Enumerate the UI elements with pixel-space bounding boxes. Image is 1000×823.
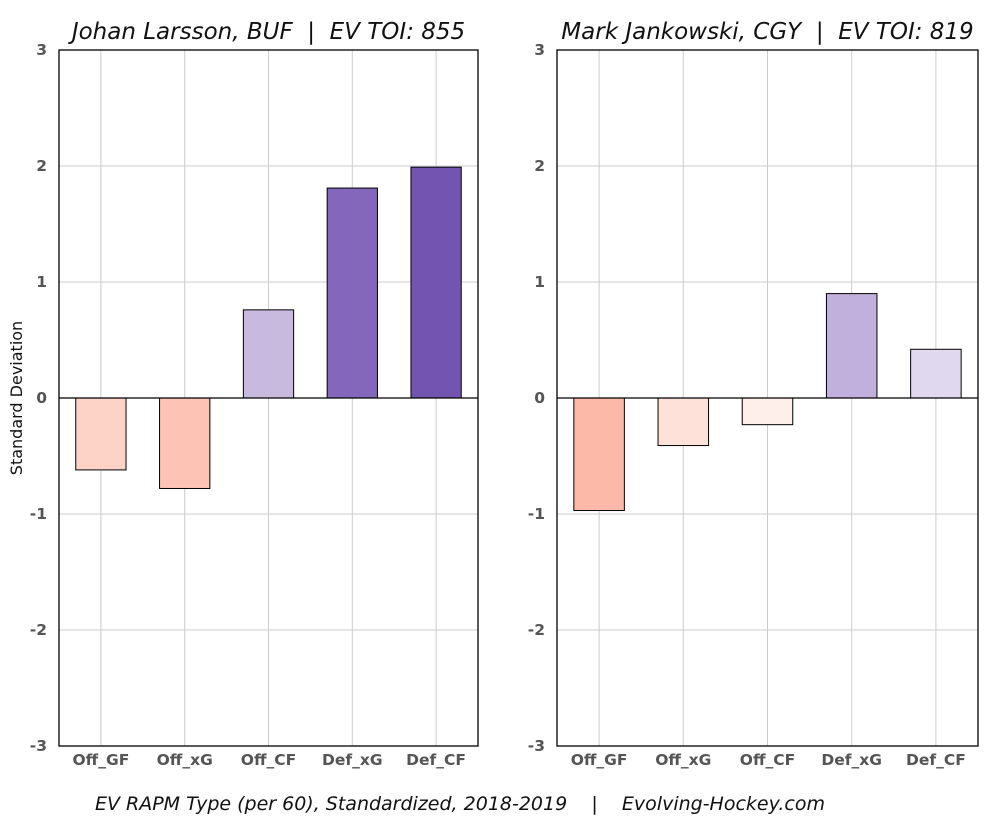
- y-tick-label: -3: [528, 737, 545, 755]
- y-tick-label: -2: [528, 621, 545, 639]
- y-tick-label: 2: [534, 157, 545, 175]
- y-tick-label: -3: [30, 737, 47, 755]
- bar-def-cf: [910, 348, 962, 399]
- bar-def-cf: [410, 166, 462, 399]
- bar-off-cf: [741, 397, 794, 426]
- panel-title: Johan Larsson, BUF | EV TOI: 855: [68, 19, 465, 45]
- bar-off-gf: [573, 397, 625, 512]
- y-tick-label: 2: [36, 157, 47, 175]
- x-tick-label: Off_CF: [740, 751, 795, 769]
- y-tick-label: 0: [534, 389, 545, 407]
- y-tick-label: -1: [528, 505, 545, 523]
- x-tick-label: Def_xG: [322, 751, 383, 769]
- bar-off-xg: [159, 397, 211, 489]
- x-tick-label: Off_CF: [241, 751, 296, 769]
- y-tick-label: 3: [36, 41, 47, 59]
- right-panel: -3 -2 -1 0 1 2 3 Off_GF Off_xG Off_CF Def_xG Def_CF…: [528, 19, 979, 769]
- chart-caption: EV RAPM Type (per 60), Standardized, 201…: [95, 793, 825, 815]
- y-tick-label: 3: [534, 41, 545, 59]
- x-tick-label: Def_xG: [821, 751, 882, 769]
- bar-off-gf: [75, 397, 127, 471]
- y-tick-label: -1: [30, 505, 47, 523]
- plot-frame: [556, 49, 979, 747]
- y-tick-label: 1: [534, 273, 545, 291]
- bar-off-cf: [242, 309, 295, 399]
- x-tick-label: Def_CF: [406, 751, 466, 769]
- x-tick-label: Off_GF: [571, 751, 628, 769]
- y-axis-label: Standard Deviation: [7, 321, 26, 475]
- y-tick-label: 1: [36, 273, 47, 291]
- x-tick-label: Off_xG: [655, 751, 711, 769]
- x-tick-label: Off_GF: [73, 751, 130, 769]
- bar-def-xg: [825, 293, 878, 399]
- y-tick-label: -2: [30, 621, 47, 639]
- plot-frame: [58, 49, 479, 747]
- left-panel: -3 -2 -1 0 1 2 3 Off_GF Off_xG Off_CF Def_xG Def_CF…: [7, 19, 479, 769]
- x-tick-label: Def_CF: [906, 751, 966, 769]
- panel-title: Mark Jankowski, CGY | EV TOI: 819: [561, 19, 973, 45]
- x-tick-label: Off_xG: [157, 751, 213, 769]
- bar-off-xg: [657, 397, 710, 447]
- bar-def-xg: [326, 187, 378, 399]
- y-tick-label: 0: [36, 389, 47, 407]
